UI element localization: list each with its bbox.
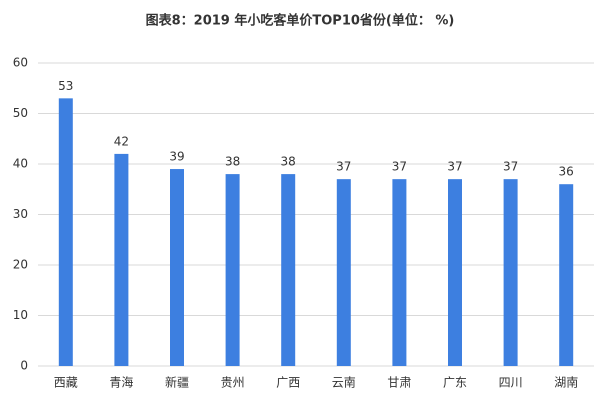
data-label: 38 [225,155,240,169]
y-tick-label: 60 [13,56,28,70]
bar [281,174,296,366]
data-label: 37 [447,160,462,174]
x-tick-label: 广西 [276,376,300,390]
data-label: 53 [58,79,73,93]
x-tick-label: 青海 [109,375,133,390]
y-tick-label: 40 [13,157,28,171]
bar [448,179,462,366]
y-tick-label: 30 [13,207,28,221]
bar [336,179,351,366]
data-label: 38 [281,155,296,169]
bar [392,179,407,366]
bar [503,179,518,366]
y-tick-label: 20 [13,258,28,272]
x-tick-label: 广东 [443,376,467,390]
bar [225,174,240,366]
bar [58,98,73,366]
data-label: 42 [114,134,129,148]
data-label: 37 [336,160,351,174]
x-tick-label: 贵州 [221,376,245,390]
y-tick-label: 50 [13,106,28,120]
x-tick-label: 新疆 [165,375,189,390]
x-tick-label: 四川 [499,376,523,390]
bar [170,169,184,366]
data-label: 39 [169,150,184,164]
x-tick-label: 甘肃 [387,376,411,390]
x-tick-label: 湖南 [554,375,578,390]
y-tick-label: 10 [13,308,28,322]
bar [559,184,574,366]
chart-title: 图表8：2019 年小吃客单价TOP10省份(单位： %) [146,13,455,29]
y-tick-label: 0 [20,359,28,373]
data-label: 37 [392,160,407,174]
x-tick-label: 云南 [332,375,356,390]
data-label: 37 [503,160,518,174]
x-tick-label: 西藏 [54,376,78,390]
bar [114,153,129,366]
data-label: 36 [559,165,574,179]
